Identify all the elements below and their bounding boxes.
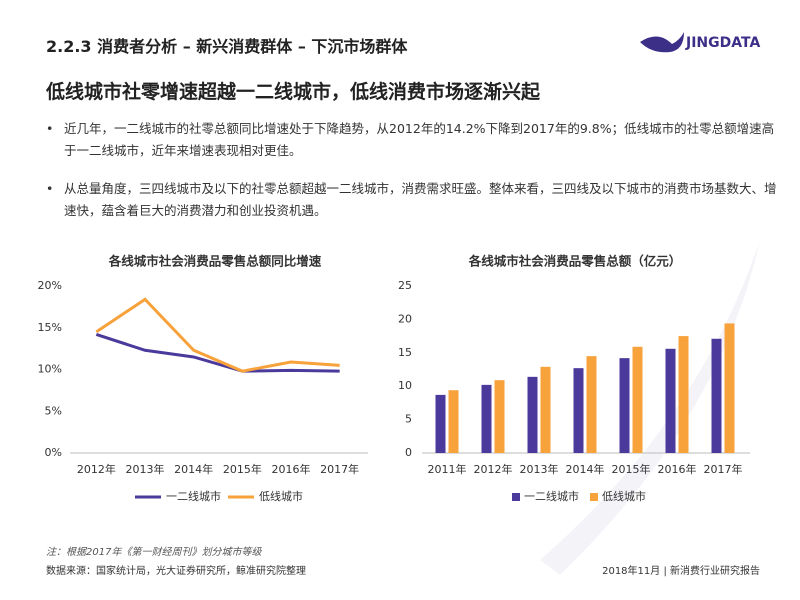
bar <box>632 346 643 453</box>
legend-label: 一二线城市 <box>524 489 579 503</box>
x-tick-label: 2013年 <box>126 462 165 476</box>
header-title: 2.2.3 消费者分析 – 新兴消费群体 – 下沉市场群体 <box>46 37 408 56</box>
x-tick-label: 2014年 <box>174 462 213 476</box>
logo-icon <box>640 32 684 53</box>
bullet: 从总量角度，三四线城市及以下的社零总额超越一二线城市，消费需求旺盛。整体来看，三… <box>46 178 784 222</box>
x-tick-label: 2012年 <box>474 462 513 476</box>
logo-text: JINGDATA <box>686 35 761 51</box>
x-tick-label: 2013年 <box>520 462 559 476</box>
bar <box>527 376 538 453</box>
y-tick-label: 0% <box>45 446 62 459</box>
source: 数据来源：国家统计局，光大证券研究所，鲸准研究院整理 <box>46 566 306 577</box>
legend-label: 低线城市 <box>259 489 303 503</box>
y-tick-label: 20% <box>38 279 62 292</box>
decoration <box>540 240 760 575</box>
line <box>95 333 340 373</box>
bar <box>481 384 492 453</box>
y-tick-label: 20 <box>398 312 412 325</box>
bullet: 近几年，一二线城市的社零总额同比增速处于下降趋势，从2012年的14.2%下降到… <box>46 118 784 162</box>
y-tick-label: 0 <box>405 446 412 459</box>
y-tick-label: 15 <box>398 346 412 359</box>
y-tick-label: 5% <box>45 404 62 417</box>
chart-title: 各线城市社会消费品零售总额同比增速 <box>108 254 322 269</box>
y-tick-label: 5 <box>405 413 412 426</box>
chart-title: 各线城市社会消费品零售总额（亿元） <box>468 254 682 269</box>
bar <box>678 336 689 453</box>
y-tick-label: 25 <box>398 279 412 292</box>
y-tick-label: 10 <box>398 379 412 392</box>
legend-swatch <box>512 493 520 501</box>
bar <box>586 356 597 453</box>
legend-label: 低线城市 <box>602 489 646 503</box>
x-tick-label: 2016年 <box>658 462 697 476</box>
bar <box>435 394 446 453</box>
line <box>95 297 340 373</box>
footnote: 注：根据2017年《第一财经周刊》划分城市等级 <box>46 547 262 558</box>
x-tick-label: 2015年 <box>223 462 262 476</box>
x-tick-label: 2016年 <box>272 462 311 476</box>
legend-swatch <box>590 493 598 501</box>
headline: 低线城市社零增速超越一二线城市，低线消费市场逐渐兴起 <box>46 81 541 103</box>
bar <box>711 338 722 453</box>
bar <box>665 348 676 453</box>
x-tick-label: 2014年 <box>566 462 605 476</box>
bar <box>619 358 630 453</box>
legend-label: 一二线城市 <box>166 489 221 503</box>
bar <box>724 323 735 453</box>
x-tick-label: 2017年 <box>320 462 359 476</box>
bar <box>448 390 459 453</box>
y-tick-label: 10% <box>38 363 62 376</box>
footer-date: 2018年11月 | 新消费行业研究报告 <box>602 566 760 577</box>
y-tick-label: 15% <box>38 321 62 334</box>
x-tick-label: 2012年 <box>77 462 116 476</box>
x-tick-label: 2015年 <box>612 462 651 476</box>
bar <box>573 368 584 453</box>
bar <box>540 366 551 453</box>
bar <box>494 380 505 453</box>
x-tick-label: 2017年 <box>704 462 743 476</box>
x-tick-label: 2011年 <box>428 462 467 476</box>
